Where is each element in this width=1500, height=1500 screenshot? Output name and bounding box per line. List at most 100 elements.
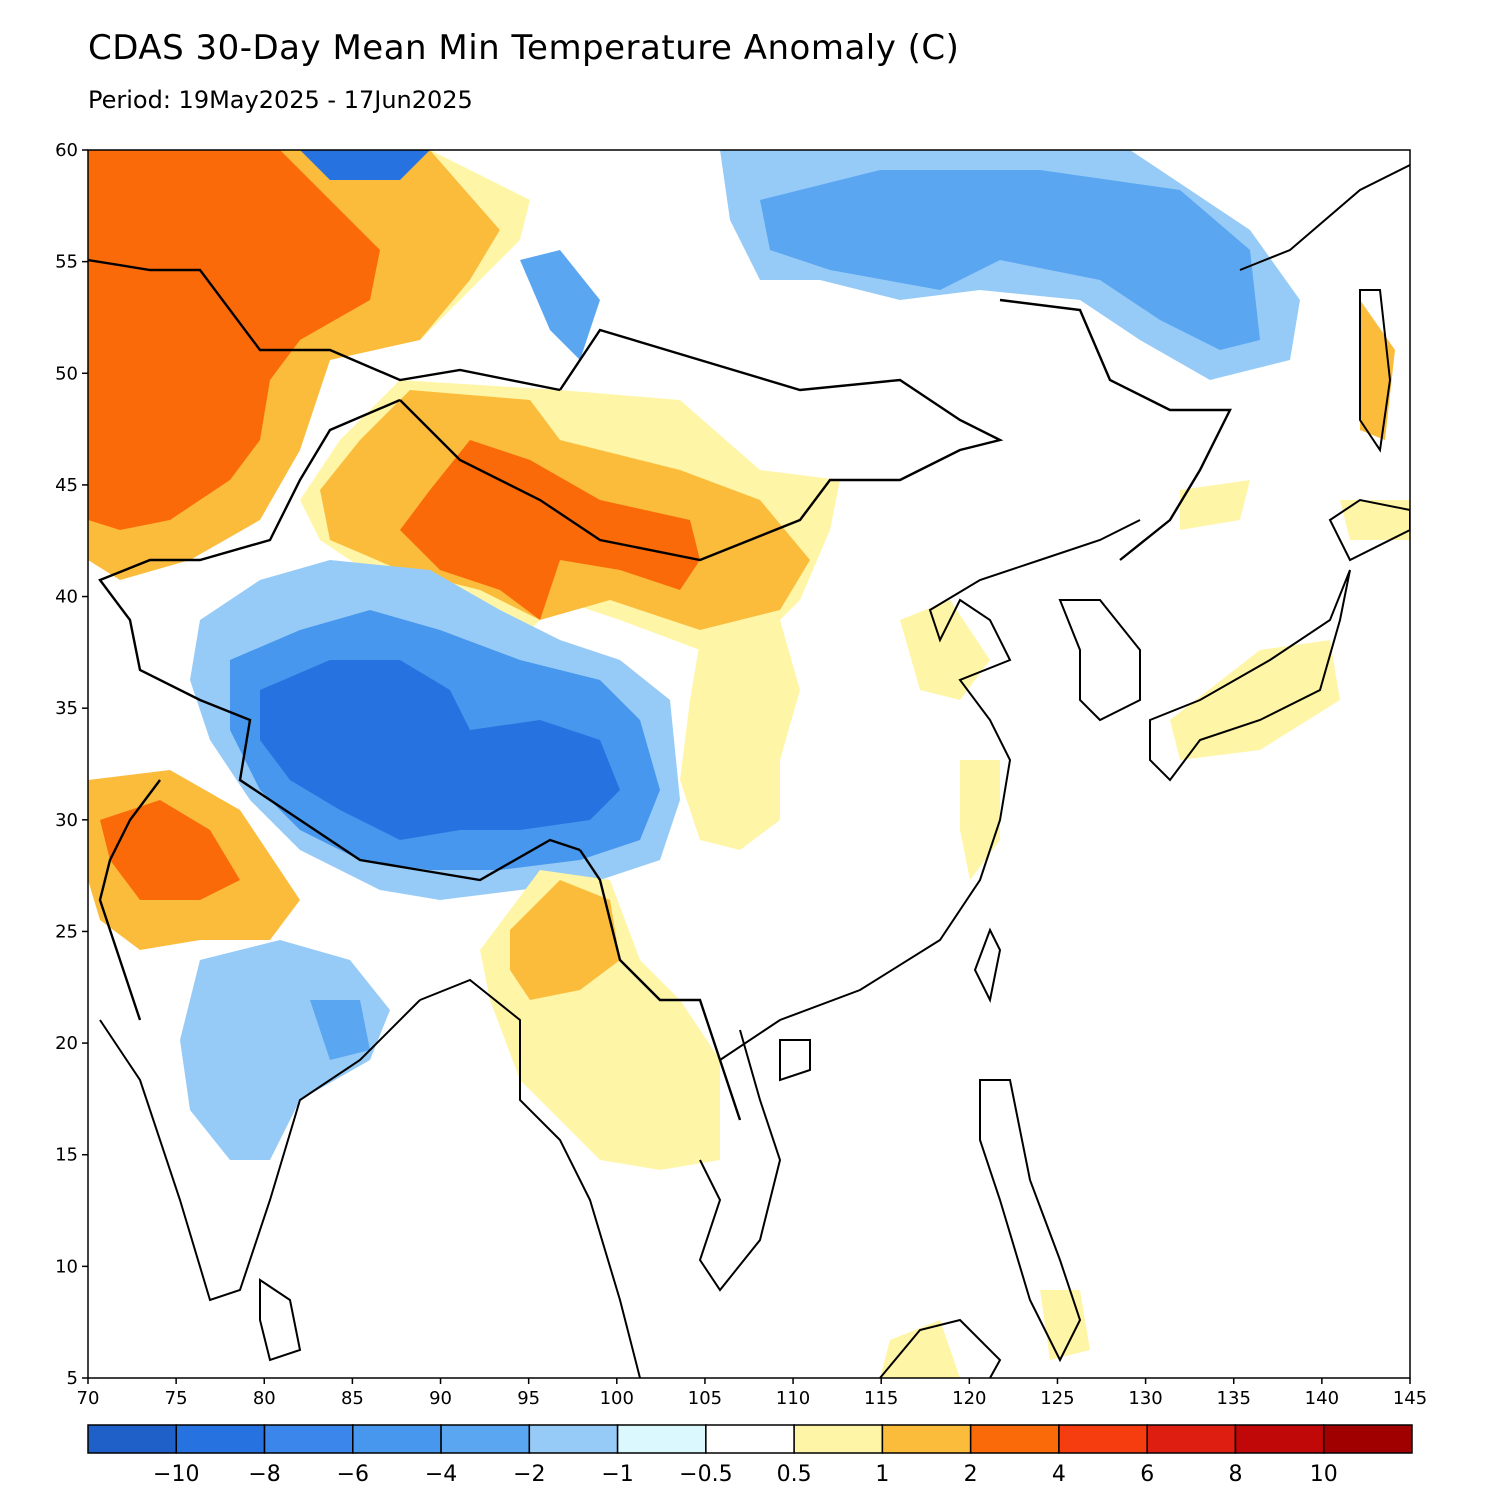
coastline-japan [1149,569,1351,782]
anomaly-cool-india [180,940,390,1160]
anomaly-mild-japan [1170,640,1340,760]
border-china-west [98,398,581,882]
x-tick-label: 90 [429,1388,452,1409]
coastline-borneo [879,1318,1002,1378]
chart-title: CDAS 30-Day Mean Min Temperature Anomaly… [88,28,960,68]
y-tick-label: 40 [55,587,78,608]
anomaly-colder-tibet [260,660,620,840]
coastline-philippines [979,1079,1082,1363]
y-tick-label: 15 [55,1145,78,1166]
anomaly-hot-mongolia [400,440,700,620]
anomaly-cold-central-siberia [520,250,600,360]
colorbar-swatch [616,1424,707,1454]
coastline-hainan [779,1039,811,1082]
colorbar-swatch [705,1424,795,1454]
coastlines [99,164,1410,1378]
colorbar-label: −10 [153,1462,199,1487]
colorbar-swatch [1322,1424,1413,1454]
y-tick-label: 30 [55,810,78,831]
anomaly-mild-central-china [680,620,800,850]
anomaly-mild-northwest [420,150,530,340]
anomaly-hot-northwest [88,150,380,530]
y-tick-label: 60 [55,140,78,161]
anomaly-cold-nw-siberia [300,150,430,180]
x-tick-label: 80 [253,1388,276,1409]
colorbar-label: 0.5 [777,1462,812,1487]
anomaly-mild-manchuria [1180,480,1250,530]
latitude-axis: 5 10 15 20 25 30 35 40 45 50 55 60 [55,140,88,1389]
colorbar-swatch [528,1424,619,1454]
coastline-vietnam [698,1029,782,1292]
x-tick-label: 70 [77,1388,100,1409]
x-tick-label: 115 [864,1388,898,1409]
anomaly-mild-borneo [880,1320,960,1378]
coastline-sri-lanka [259,1278,302,1362]
colorbar-swatch [263,1424,354,1454]
x-tick-label: 125 [1040,1388,1074,1409]
x-tick-label: 110 [776,1388,810,1409]
colorbar-label: −6 [337,1462,369,1487]
y-tick-label: 45 [55,475,78,496]
coastline-okhotsk [1239,164,1410,271]
coastline-sakhalin [1359,289,1392,453]
colorbar-label: 1 [875,1462,889,1487]
colorbar-swatch [1234,1424,1325,1454]
anomaly-cold-india [310,1000,370,1060]
colorbar-label: −0.5 [679,1462,732,1487]
x-tick-label: 85 [341,1388,364,1409]
x-tick-label: 140 [1305,1388,1339,1409]
x-tick-label: 130 [1128,1388,1162,1409]
colorbar-label: 2 [964,1462,978,1487]
x-tick-label: 105 [688,1388,722,1409]
coastline-china-east [719,519,1141,1061]
y-tick-label: 5 [67,1368,78,1389]
colorbar-swatch [1058,1424,1148,1454]
colorbar-label: −4 [425,1462,457,1487]
coastline-indochina [419,978,641,1378]
colorbar-label: 10 [1310,1462,1338,1487]
coastline-india [99,999,421,1302]
coastline-hokkaido [1328,498,1410,562]
colorbar-label: −1 [601,1462,633,1487]
coastline-taiwan [973,927,1002,1004]
colorbar-swatch [352,1424,442,1454]
border-india-pakistan [98,779,161,1021]
x-tick-label: 100 [600,1388,634,1409]
anomaly-mild-east-china [900,600,990,700]
chart-subtitle: Period: 19May2025 - 17Jun2025 [88,86,473,114]
colorbar-label: 4 [1052,1462,1066,1487]
anomaly-cold-siberia [760,170,1260,350]
country-borders [88,258,1232,1121]
anomaly-mild-mindanao [1040,1290,1090,1360]
y-tick-label: 25 [55,921,78,942]
colorbar-label: 8 [1228,1462,1242,1487]
x-tick-label: 75 [165,1388,188,1409]
coastline-korea [1058,599,1141,722]
border-manchuria [999,298,1232,561]
x-tick-label: 120 [952,1388,986,1409]
longitude-axis: 70 75 80 85 90 95 100 105 110 115 120 125 130 135 140 1… [77,1378,1427,1409]
border-mongolia [399,328,1004,562]
colorbar-swatch [87,1424,178,1454]
anomaly-fields [88,150,1410,1378]
x-tick-label: 95 [517,1388,540,1409]
colorbar: −10 −8 −6 −4 −2 −1 −0.5 0.5 1 2 4 6 8 10 [87,1424,1413,1487]
x-tick-label: 145 [1393,1388,1427,1409]
y-tick-label: 10 [55,1256,78,1277]
y-tick-label: 50 [55,363,78,384]
colorbar-label: 6 [1140,1462,1154,1487]
anomaly-warm-myanmar [510,880,620,1000]
y-tick-label: 20 [55,1033,78,1054]
colorbar-swatch [175,1424,266,1454]
map-frame [87,149,1411,1379]
y-tick-label: 35 [55,698,78,719]
colorbar-swatch [881,1424,972,1454]
border-kazakhstan-russia [88,258,561,392]
colorbar-swatch [793,1424,884,1454]
anomaly-hot-pakistan [100,800,240,900]
y-tick-label: 55 [55,252,78,273]
colorbar-swatch [969,1424,1060,1454]
colorbar-label: −2 [513,1462,545,1487]
colorbar-label: −8 [248,1462,280,1487]
